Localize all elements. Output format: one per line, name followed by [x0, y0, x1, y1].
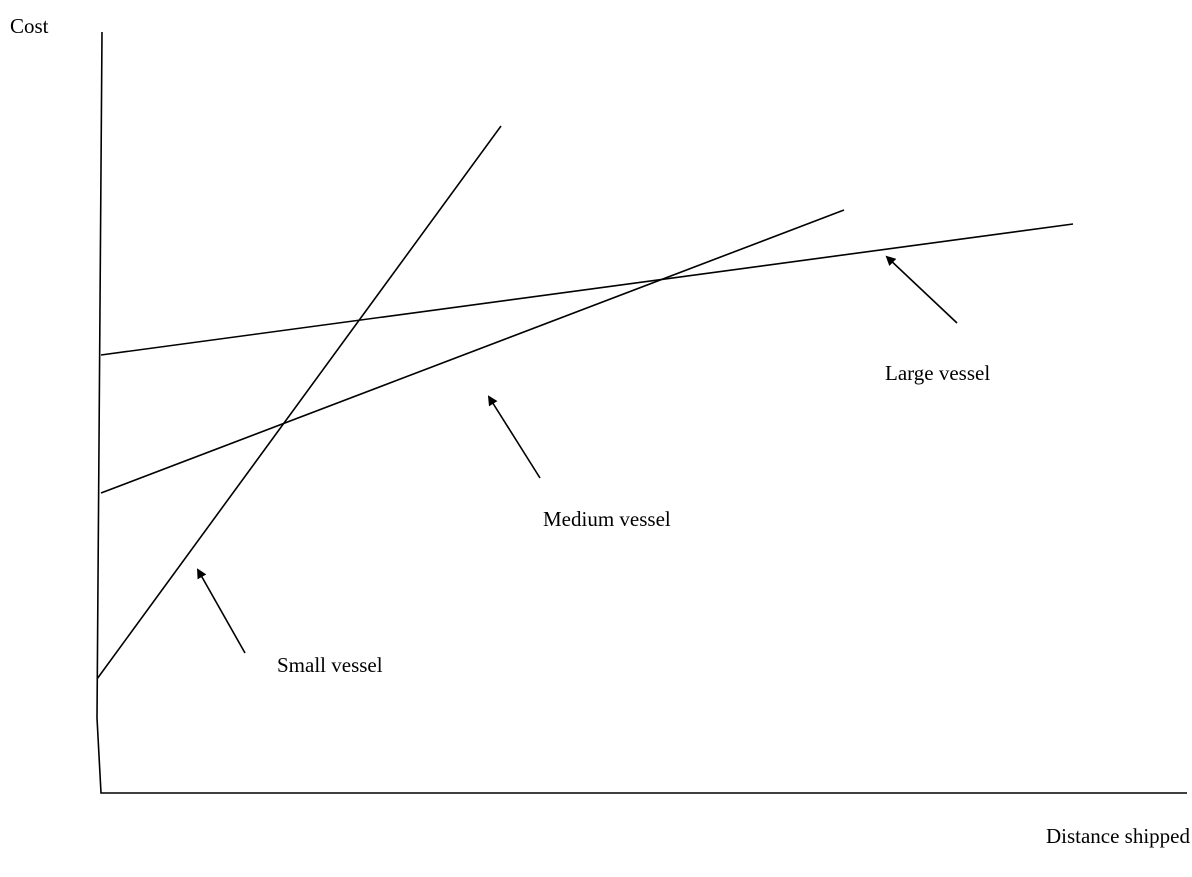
arrow	[487, 395, 541, 479]
x-axis-label: Distance shipped	[1046, 824, 1191, 848]
small-vessel-line	[96, 125, 502, 680]
y-axis-label: Cost	[10, 14, 49, 38]
arrow	[197, 568, 246, 654]
line-label: Small vessel	[277, 653, 383, 677]
line-label: Large vessel	[885, 361, 990, 385]
medium-vessel-line	[100, 209, 845, 494]
line-label: Medium vessel	[543, 507, 671, 531]
axes	[96, 31, 1187, 794]
large-vessel-line	[100, 223, 1074, 356]
arrow	[885, 255, 958, 324]
